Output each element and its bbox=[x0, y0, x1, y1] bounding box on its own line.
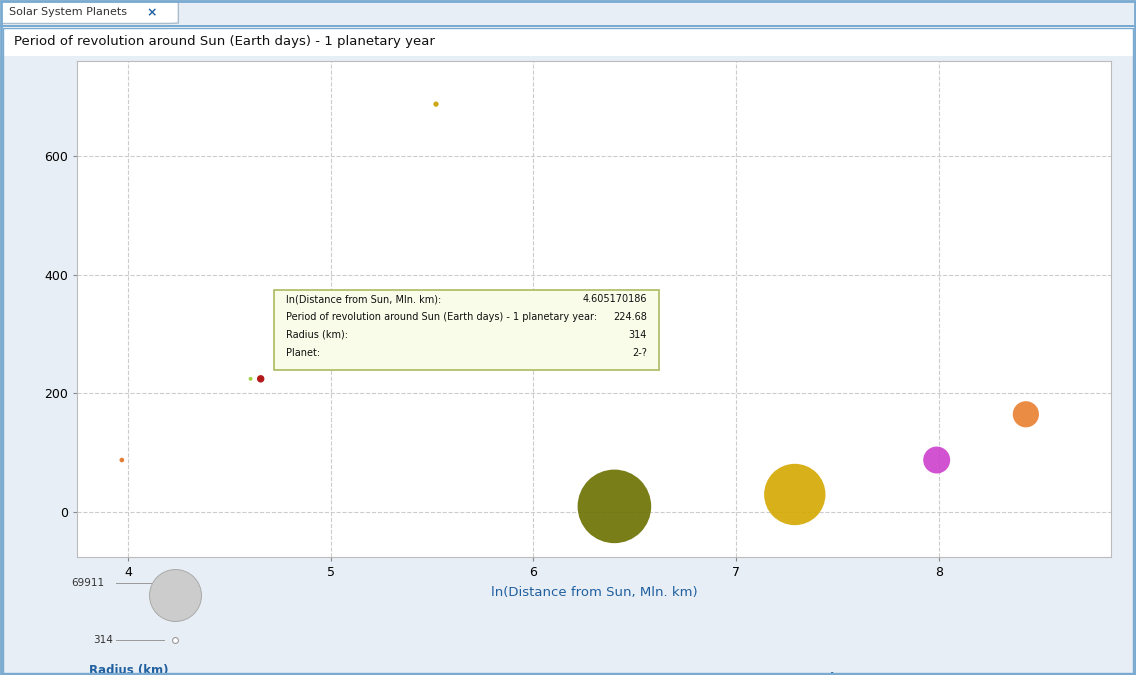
X-axis label: ln(Distance from Sun, Mln. km): ln(Distance from Sun, Mln. km) bbox=[491, 586, 698, 599]
Text: Period of revolution around Sun (Earth days) - 1 planetary year:: Period of revolution around Sun (Earth d… bbox=[286, 312, 598, 322]
Point bbox=[324, 290, 342, 301]
Text: ×: × bbox=[147, 6, 157, 19]
Text: Solar System Planets: Solar System Planets bbox=[9, 7, 127, 18]
Point bbox=[112, 455, 131, 466]
Point bbox=[928, 455, 946, 466]
Text: 314: 314 bbox=[628, 330, 646, 340]
Point bbox=[786, 489, 804, 500]
Point bbox=[427, 99, 445, 109]
Legend: 1-Mercury, 2-?, 3-Venus, 4-Earth, 5-Mars, 6-Jupiter, 7-Saturn, 8-Uranus, 9-Neptu: 1-Mercury, 2-?, 3-Venus, 4-Earth, 5-Mars… bbox=[673, 672, 1017, 675]
Text: Period of revolution around Sun (Earth days) - 1 planetary year: Period of revolution around Sun (Earth d… bbox=[14, 34, 434, 48]
Text: Radius (km): Radius (km) bbox=[89, 664, 168, 675]
Text: 2-?: 2-? bbox=[632, 348, 646, 358]
Point bbox=[1017, 409, 1035, 420]
Text: 224.68: 224.68 bbox=[613, 312, 646, 322]
Point bbox=[166, 589, 184, 600]
Text: Planet:: Planet: bbox=[286, 348, 320, 358]
FancyBboxPatch shape bbox=[274, 290, 659, 370]
Point bbox=[251, 373, 269, 384]
FancyBboxPatch shape bbox=[0, 1, 178, 24]
Text: 69911: 69911 bbox=[72, 578, 105, 588]
Point bbox=[605, 501, 624, 512]
Point bbox=[242, 373, 260, 384]
Text: Radius (km):: Radius (km): bbox=[286, 330, 348, 340]
Text: 4.605170186: 4.605170186 bbox=[583, 294, 646, 304]
Text: ln(Distance from Sun, Mln. km):: ln(Distance from Sun, Mln. km): bbox=[286, 294, 441, 304]
Point bbox=[166, 634, 184, 645]
Text: 314: 314 bbox=[93, 635, 114, 645]
